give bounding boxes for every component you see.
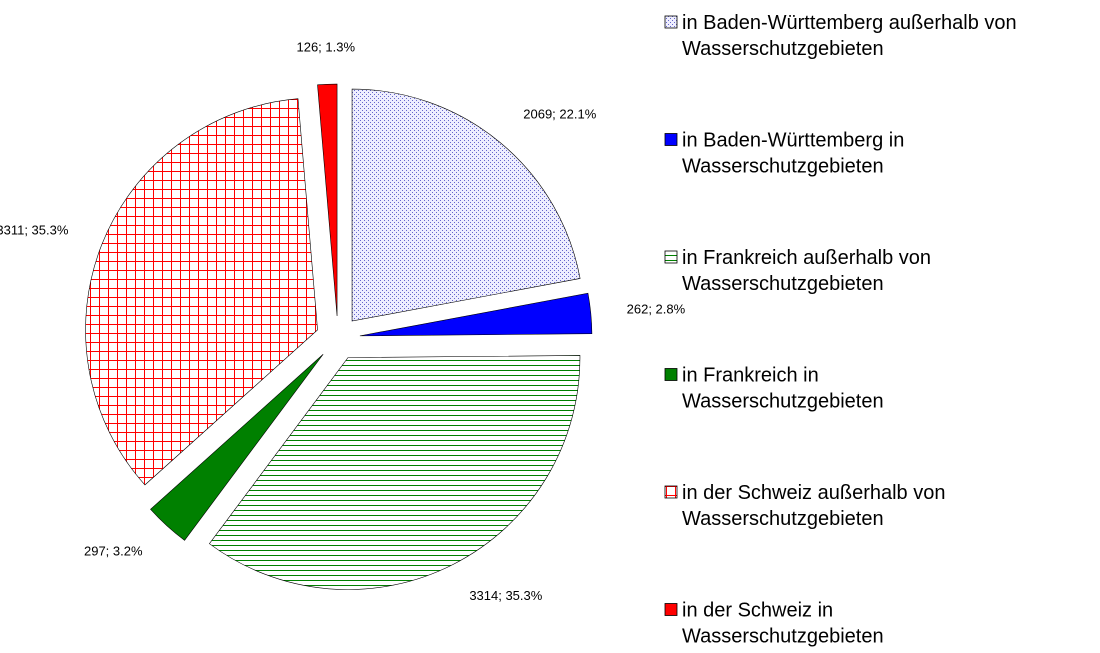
legend-marker	[664, 485, 678, 499]
legend-label: in Frankreich außerhalb von Wasserschutz…	[682, 247, 937, 295]
legend-marker	[664, 15, 678, 29]
pie-slice	[359, 292, 593, 337]
legend-marker	[664, 603, 678, 616]
legend-label: in Baden-Württemberg in Wasserschutzgebi…	[682, 130, 910, 178]
legend-marker	[664, 368, 678, 381]
pie-slice	[317, 83, 338, 317]
data-label: 262; 2.8%	[627, 301, 686, 316]
data-label: 2069; 22.1%	[523, 106, 596, 121]
legend-label: in Frankreich in Wasserschutzgebieten	[682, 365, 884, 413]
data-label: 3314; 35.3%	[469, 588, 542, 603]
legend-label: in der Schweiz außerhalb von Wasserschut…	[682, 482, 951, 530]
legend-marker	[664, 250, 678, 264]
pie-slice	[150, 354, 324, 541]
legend-label: in der Schweiz in Wasserschutzgebieten	[682, 600, 884, 648]
legend-label: in Baden-Württemberg außerhalb von Wasse…	[682, 12, 1022, 60]
pie-slice	[208, 355, 581, 590]
data-label: 3311; 35.3%	[0, 223, 69, 238]
pie-slice	[85, 98, 318, 486]
legend-marker	[664, 133, 678, 146]
pie-slice	[351, 88, 581, 322]
data-label: 297; 3.2%	[84, 544, 143, 559]
data-label: 126; 1.3%	[296, 40, 355, 55]
